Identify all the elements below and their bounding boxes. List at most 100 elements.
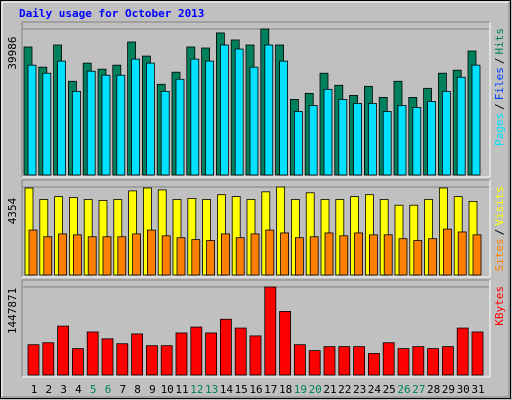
bar xyxy=(279,311,292,376)
bar xyxy=(309,236,319,276)
x-tick-label: 17 xyxy=(264,383,277,396)
bar xyxy=(265,229,275,276)
bar xyxy=(42,342,55,376)
bar xyxy=(72,90,81,176)
bar xyxy=(101,74,111,176)
x-tick-label: 26 xyxy=(397,383,410,396)
x-tick-label: 25 xyxy=(383,383,396,396)
bar xyxy=(191,239,201,276)
x-tick-label: 2 xyxy=(45,383,52,396)
x-tick-label: 22 xyxy=(338,383,351,396)
bar xyxy=(58,233,67,276)
bar xyxy=(116,74,126,176)
bar xyxy=(87,236,97,276)
bar xyxy=(412,107,422,176)
legend-entry: Files xyxy=(493,67,506,100)
bar xyxy=(368,234,378,276)
bar xyxy=(249,66,259,176)
bar xyxy=(249,335,262,376)
y-tick-label: 1447871 xyxy=(6,288,19,334)
legend: Sites / Visits xyxy=(493,186,506,272)
bar xyxy=(72,348,84,376)
x-tick-label: 24 xyxy=(368,383,382,396)
bar xyxy=(101,338,114,376)
legend-separator: / xyxy=(493,229,506,236)
bar xyxy=(294,237,304,276)
legend-entry: Visits xyxy=(493,186,506,226)
bar xyxy=(145,62,155,176)
bar xyxy=(308,105,318,176)
x-tick-label: 8 xyxy=(134,383,141,396)
bar xyxy=(323,88,333,176)
bar xyxy=(382,342,395,376)
bar xyxy=(86,70,96,176)
bar xyxy=(397,348,410,376)
bar xyxy=(456,76,466,176)
bar xyxy=(471,331,484,376)
bar xyxy=(175,332,188,376)
bar xyxy=(353,346,366,376)
bar xyxy=(219,44,229,176)
bar xyxy=(338,99,348,176)
x-tick-label: 19 xyxy=(294,383,307,396)
bar xyxy=(264,286,277,376)
bar xyxy=(472,234,482,276)
x-tick-label: 27 xyxy=(412,383,425,396)
bar xyxy=(441,90,451,176)
legend-entry: KBytes xyxy=(493,286,506,326)
bar xyxy=(383,234,393,276)
bar xyxy=(146,229,156,276)
x-tick-label: 23 xyxy=(353,383,366,396)
bar xyxy=(427,101,437,176)
x-tick-label: 6 xyxy=(105,383,112,396)
bar xyxy=(324,232,334,276)
bar xyxy=(131,58,141,176)
x-tick-label: 13 xyxy=(205,383,218,396)
bar xyxy=(308,350,321,376)
legend-separator: / xyxy=(493,58,506,65)
bar xyxy=(160,345,173,376)
y-tick-label: 39986 xyxy=(6,36,19,69)
bar xyxy=(413,240,423,276)
bar xyxy=(456,327,469,376)
bar xyxy=(293,111,303,176)
x-tick-label: 14 xyxy=(220,383,234,396)
bar xyxy=(190,58,200,176)
bar xyxy=(131,333,144,376)
bar xyxy=(264,44,274,176)
bar xyxy=(471,64,481,176)
bar xyxy=(117,236,127,276)
y-tick-label: 4354 xyxy=(6,197,19,224)
bar xyxy=(367,103,377,176)
x-tick-label: 18 xyxy=(279,383,292,396)
bar xyxy=(323,346,336,376)
legend: KBytes xyxy=(493,286,506,326)
bar xyxy=(190,326,203,376)
bar xyxy=(442,228,452,276)
bar xyxy=(428,238,438,276)
x-tick-label: 30 xyxy=(457,383,470,396)
x-tick-label: 12 xyxy=(190,383,203,396)
bar xyxy=(280,232,290,276)
bar xyxy=(234,327,247,376)
bar xyxy=(457,231,467,276)
bar xyxy=(398,238,408,276)
bar xyxy=(57,60,66,176)
bar xyxy=(427,348,440,376)
bar xyxy=(132,233,142,276)
x-tick-label: 11 xyxy=(175,383,188,396)
bar xyxy=(354,232,364,276)
x-tick-label: 10 xyxy=(161,383,174,396)
bar xyxy=(27,344,40,376)
bar xyxy=(205,332,218,376)
bar xyxy=(43,236,53,276)
legend-entry: Pages xyxy=(493,113,506,146)
bar xyxy=(28,229,38,276)
bar xyxy=(441,346,454,376)
legend-entry: Sites xyxy=(493,238,506,271)
bar xyxy=(382,111,392,176)
bar xyxy=(161,235,171,276)
bar xyxy=(219,318,232,376)
